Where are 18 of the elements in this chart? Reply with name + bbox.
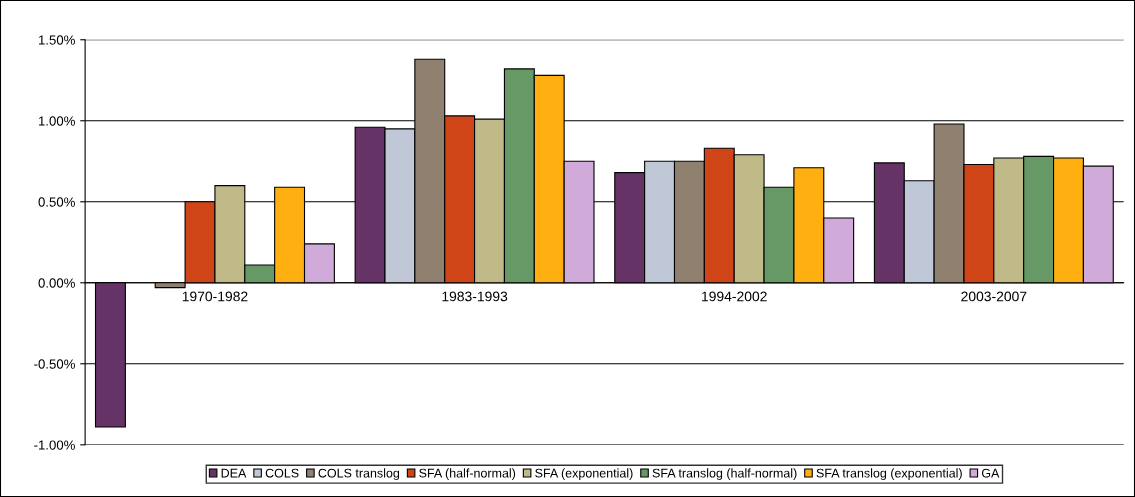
- x-tick-label: 1994-2002: [702, 291, 767, 302]
- y-tick-label: 1.50%: [39, 35, 75, 45]
- legend-label: GA: [981, 468, 1000, 478]
- x-tick-label: 1983-1993: [442, 291, 508, 302]
- y-tick-label: 1.00%: [39, 116, 75, 126]
- legend-label: SFA (half-normal): [419, 468, 516, 480]
- y-tick-label: 0.50%: [38, 197, 75, 207]
- legend-label: COLS translog: [318, 468, 400, 480]
- legend-label: SFA translog (exponential): [816, 468, 962, 480]
- legend-label: DEA: [221, 468, 247, 478]
- y-tick-label: 0.00%: [38, 278, 75, 288]
- legend-label: COLS: [265, 468, 299, 478]
- y-tick-label: -1.00%: [34, 440, 75, 450]
- legend-label: SFA translog (half-normal): [652, 468, 797, 480]
- legend-label: SFA (exponential): [535, 468, 633, 480]
- x-tick-label: 1970-1982: [182, 291, 248, 302]
- y-tick-label: -0.50%: [34, 359, 75, 369]
- x-tick-label: 2003-2007: [961, 291, 1027, 302]
